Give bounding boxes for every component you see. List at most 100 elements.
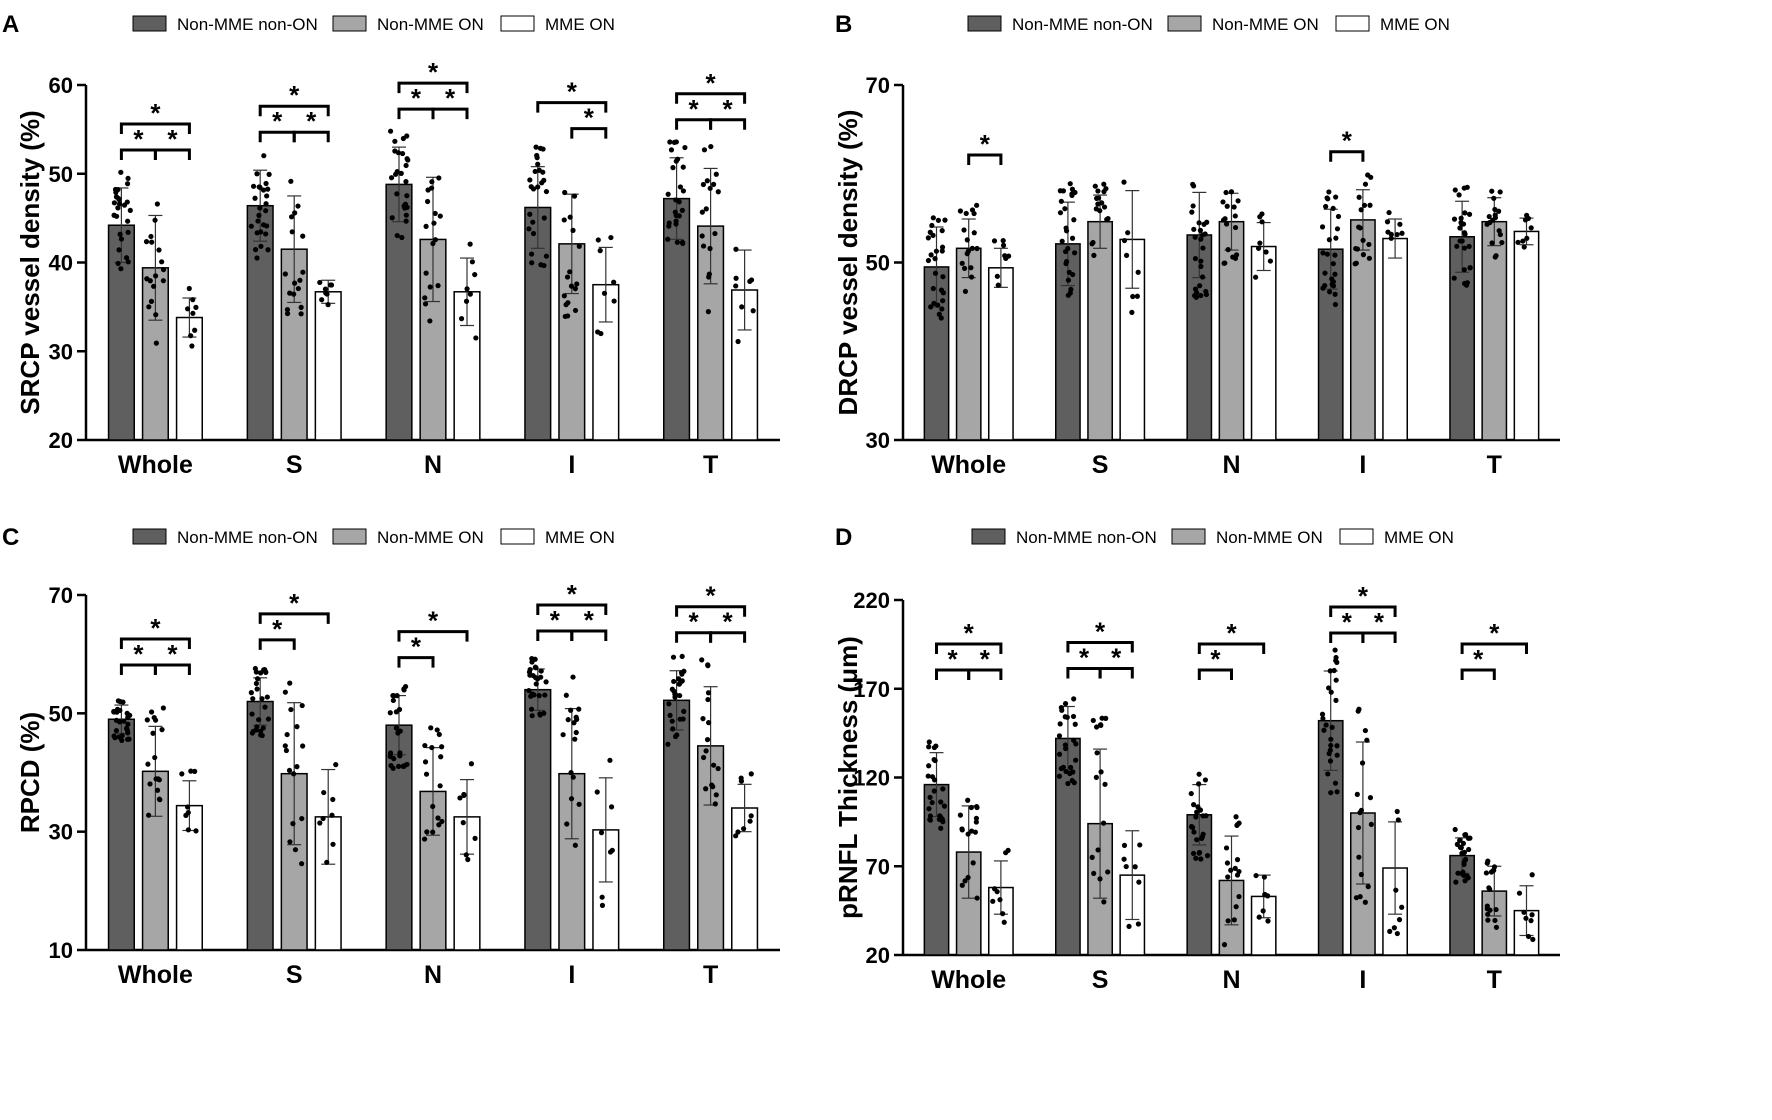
bar	[1218, 220, 1245, 441]
data-point	[436, 731, 442, 738]
data-point	[461, 792, 467, 798]
data-point	[968, 804, 974, 811]
data-point	[700, 181, 706, 188]
data-point	[1101, 189, 1107, 195]
significance-bracket: *	[119, 98, 191, 134]
data-point	[324, 859, 330, 865]
data-point	[994, 889, 1000, 895]
data-point	[111, 708, 117, 715]
data-point	[387, 710, 393, 716]
data-point	[542, 692, 548, 698]
data-point	[295, 285, 301, 292]
significance-star: *	[1226, 618, 1237, 648]
data-point	[1322, 270, 1328, 276]
data-point	[679, 239, 686, 245]
data-point	[1467, 265, 1473, 271]
data-point	[665, 191, 671, 197]
data-point	[1259, 219, 1265, 225]
data-point	[1391, 925, 1397, 931]
data-point	[429, 179, 435, 185]
data-point	[541, 710, 547, 716]
data-point	[324, 291, 330, 297]
bracket-line	[1460, 642, 1528, 654]
data-point	[1334, 752, 1340, 758]
significance-star: *	[723, 607, 734, 637]
significance-bracket: *	[1066, 617, 1134, 653]
data-point	[974, 202, 980, 208]
bar	[1087, 220, 1114, 441]
data-point	[427, 284, 433, 290]
data-point	[560, 732, 566, 738]
data-point	[926, 739, 932, 745]
data-point	[1267, 258, 1274, 264]
significance-bracket: *	[1329, 607, 1365, 643]
data-point	[1121, 856, 1127, 862]
data-point	[1253, 872, 1259, 879]
data-point	[1529, 872, 1535, 878]
data-point	[300, 269, 306, 275]
data-point	[1097, 208, 1103, 214]
data-point	[1231, 204, 1237, 210]
data-point	[399, 150, 406, 157]
data-point	[184, 306, 191, 312]
data-point	[1324, 251, 1330, 257]
data-point	[1328, 736, 1334, 742]
legend-swatch	[967, 15, 1002, 32]
data-point	[300, 743, 306, 749]
data-point	[572, 307, 579, 314]
data-point	[572, 736, 578, 742]
data-point	[254, 230, 260, 236]
data-point	[1453, 879, 1459, 885]
data-point	[1496, 228, 1502, 234]
data-point	[298, 311, 304, 317]
legend-swatch	[332, 528, 367, 545]
data-point	[284, 310, 291, 317]
data-point	[541, 215, 547, 221]
legend-swatch	[132, 15, 167, 32]
data-point	[299, 815, 305, 822]
significance-bracket: *	[1098, 643, 1134, 679]
data-point	[292, 847, 299, 853]
data-point	[429, 185, 435, 191]
data-point	[1137, 842, 1143, 848]
data-point	[1458, 220, 1464, 226]
data-point	[1484, 860, 1490, 866]
data-point	[295, 203, 301, 209]
data-point	[1221, 942, 1228, 948]
data-point	[939, 306, 945, 312]
panel-label: B	[835, 11, 852, 38]
bracket-line	[258, 104, 330, 117]
data-point	[1355, 708, 1361, 714]
data-point	[576, 801, 582, 807]
significance-star: *	[1342, 607, 1353, 637]
data-point	[1461, 859, 1467, 866]
data-point	[705, 663, 711, 669]
y-axis-label: SRCP vessel density (%)	[15, 110, 45, 414]
data-point	[248, 690, 254, 696]
bar	[314, 291, 342, 441]
significance-star: *	[1210, 644, 1221, 674]
data-point	[1362, 181, 1369, 187]
data-point	[1129, 309, 1135, 315]
data-point	[1326, 237, 1332, 243]
significance-bracket: *	[1197, 644, 1233, 680]
data-point	[1101, 181, 1107, 187]
data-point	[116, 734, 122, 740]
data-point	[463, 298, 470, 304]
data-point	[1223, 221, 1230, 227]
significance-bracket: *	[536, 77, 608, 113]
significance-bracket: *	[675, 94, 713, 130]
data-point	[287, 290, 293, 296]
data-point	[526, 687, 532, 694]
data-point	[143, 239, 150, 245]
significance-star: *	[289, 588, 300, 618]
data-point	[710, 181, 717, 187]
data-point	[1058, 198, 1064, 204]
data-point	[1235, 198, 1241, 204]
y-tick-label: 20	[866, 943, 890, 968]
data-point	[532, 168, 538, 175]
data-point	[667, 712, 673, 718]
data-point	[1361, 202, 1368, 208]
data-point	[672, 691, 678, 697]
data-point	[1259, 211, 1265, 217]
